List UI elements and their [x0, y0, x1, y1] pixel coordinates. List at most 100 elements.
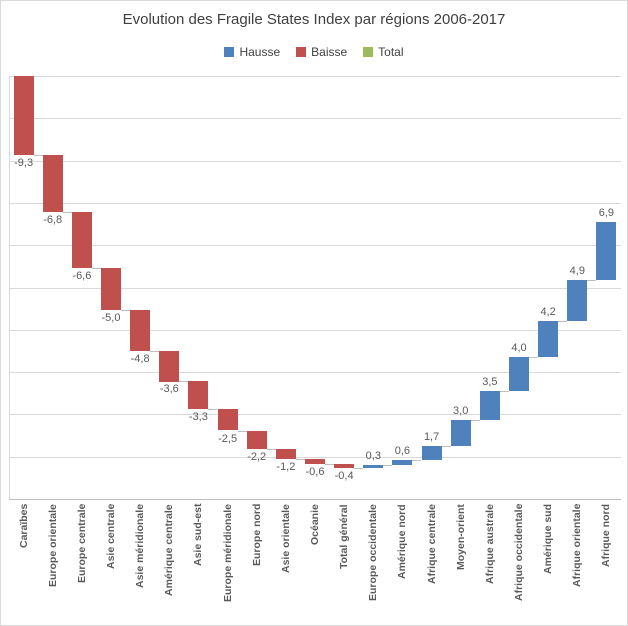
connector-line [266, 449, 276, 451]
waterfall-bar [567, 279, 588, 322]
waterfall-bar [596, 221, 617, 280]
value-label: 4,2 [540, 306, 556, 319]
category-label: Océanie [309, 504, 321, 545]
category-label: Europe occidentale [367, 504, 380, 601]
waterfall-bar [217, 409, 238, 431]
category-label: Afrique orientale [571, 504, 584, 588]
waterfall-bar [42, 154, 63, 213]
waterfall-bar [363, 465, 384, 468]
connector-line [121, 310, 131, 312]
value-axis-line [9, 76, 10, 499]
legend-swatch-total [363, 47, 374, 57]
gridline [9, 118, 621, 120]
connector-line [470, 420, 480, 422]
connector-line [529, 356, 539, 358]
gridline [9, 456, 621, 458]
value-label: -4,8 [130, 353, 150, 365]
value-label: 4,0 [511, 341, 527, 354]
value-label: -3,6 [159, 383, 179, 396]
category-label: Asie orientale [279, 504, 292, 573]
gridline [9, 245, 621, 247]
waterfall-bar [450, 420, 471, 446]
legend-item-baisse: Baisse [296, 45, 347, 59]
value-label: -1,2 [276, 461, 296, 474]
value-label: -2,5 [218, 432, 238, 445]
category-label: Amérique sud [542, 504, 555, 575]
connector-line [62, 212, 72, 214]
connector-line [499, 390, 509, 392]
legend-swatch-hausse [224, 47, 235, 57]
value-label: -9,3 [14, 156, 34, 169]
value-label: -6,6 [72, 270, 92, 282]
waterfall-bar [13, 76, 34, 155]
category-label: Afrique occidentale [513, 504, 525, 602]
category-label: Europe nord [250, 504, 263, 567]
gridline [9, 414, 621, 416]
gridline [9, 76, 621, 77]
connector-line [179, 381, 189, 383]
chart-title: Evolution des Fragile States Index par r… [122, 11, 506, 28]
waterfall-bar [305, 459, 325, 465]
legend-label: Baisse [311, 45, 348, 59]
category-label: Total général [338, 504, 351, 569]
connector-line [441, 445, 451, 447]
gridline [9, 160, 621, 162]
connector-line [354, 467, 364, 469]
category-label: Amérique nord [396, 504, 409, 579]
category-label: Asie centrale [105, 504, 117, 570]
waterfall-bar [538, 321, 559, 357]
waterfall-bar [275, 449, 296, 460]
category-label: Europe centrale [75, 504, 88, 584]
waterfall-bar [509, 356, 529, 391]
value-label: -2,2 [247, 451, 267, 464]
gridline [9, 372, 621, 374]
category-label: Asie méridionale [134, 504, 147, 589]
waterfall-bar [479, 390, 500, 421]
value-label: 0,6 [394, 445, 411, 458]
waterfall-bar [392, 460, 413, 466]
category-label: Asie sud-est [192, 504, 205, 567]
value-label: 6,9 [598, 206, 615, 219]
value-label: -0,4 [334, 469, 354, 482]
value-label: 3,5 [482, 375, 498, 388]
category-axis-line [9, 499, 621, 500]
gridline [9, 287, 621, 289]
value-label: 0,3 [365, 450, 381, 463]
connector-line [208, 409, 218, 411]
connector-line [150, 351, 160, 352]
connector-line [295, 459, 305, 461]
waterfall-bar [101, 268, 121, 311]
connector-line [33, 154, 43, 156]
value-label: -6,8 [43, 214, 63, 227]
waterfall-bar [159, 351, 180, 382]
waterfall-bar [188, 381, 209, 410]
value-label: 1,7 [423, 430, 440, 443]
category-label: Moyen-orient [454, 504, 467, 570]
category-label: Amérique centrale [163, 504, 176, 596]
connector-line [91, 268, 101, 269]
connector-line [412, 460, 422, 462]
value-label: -0,6 [305, 466, 325, 479]
connector-line [587, 279, 597, 281]
connector-line [237, 430, 247, 432]
waterfall-bar [421, 445, 442, 461]
value-label: -5,0 [101, 312, 121, 325]
category-label: Europe méridionale [221, 504, 234, 603]
chart-legend: Hausse Baisse Total [1, 45, 627, 59]
legend-item-total: Total [363, 45, 404, 59]
waterfall-bar [246, 430, 267, 450]
category-label: Afrique nord [600, 504, 613, 567]
value-label: 4,9 [569, 264, 585, 277]
category-label: Afrique centrale [425, 504, 438, 584]
gridline [9, 202, 621, 204]
connector-line [325, 464, 335, 466]
category-label: Afrique australe [483, 504, 496, 584]
legend-item-hausse: Hausse [224, 45, 280, 59]
legend-label: Hausse [239, 45, 281, 59]
waterfall-bar [334, 464, 355, 468]
category-label: Caraïbes [17, 504, 30, 549]
value-label: 3,0 [453, 405, 469, 418]
gridline [9, 329, 621, 331]
connector-line [383, 465, 393, 467]
